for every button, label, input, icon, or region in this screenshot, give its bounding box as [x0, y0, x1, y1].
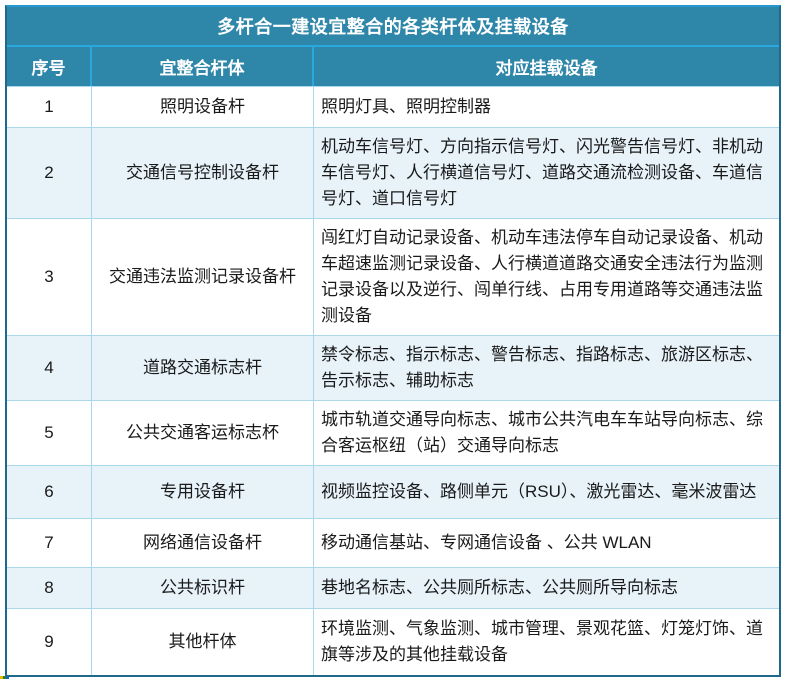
row-number-cell: 2 [7, 128, 92, 218]
pole-type-cell: 公共标识杆 [92, 568, 314, 608]
devices-cell: 移动通信基站、专网通信设备 、公共 WLAN [321, 533, 652, 552]
pole-type-cell: 网络通信设备杆 [92, 519, 314, 567]
devices-cell: 巷地名标志、公共厕所标志、公共厕所导向标志 [321, 578, 678, 597]
devices-cell: 闯红灯自动记录设备、机动车违法停车自动记录设备、机动车超速监测记录设备、人行横道… [321, 228, 763, 325]
page-corner-artifact [0, 676, 9, 679]
table-header-row: 序号 宜整合杆体 对应挂载设备 [7, 47, 779, 87]
row-number-cell: 3 [7, 219, 92, 335]
header-cell-index: 序号 [7, 47, 92, 86]
table-row: 8 公共标识杆 巷地名标志、公共厕所标志、公共厕所导向标志 [7, 568, 779, 609]
pole-type-cell: 其他杆体 [92, 609, 314, 675]
table-row: 6 专用设备杆 视频监控设备、路侧单元（RSU）、激光雷达、毫米波雷达 [7, 466, 779, 519]
artifact-blue-dot [6, 676, 9, 679]
row-number-cell: 5 [7, 401, 92, 465]
table-row: 5 公共交通客运标志杯 城市轨道交通导向标志、城市公共汽电车车站导向标志、综合客… [7, 401, 779, 466]
integration-table: 多杆合一建设宜整合的各类杆体及挂载设备 序号 宜整合杆体 对应挂载设备 1 照明… [5, 5, 781, 677]
row-number-cell: 1 [7, 87, 92, 127]
devices-cell: 环境监测、气象监测、城市管理、景观花篮、灯笼灯饰、道旗等涉及的其他挂载设备 [321, 619, 763, 664]
row-number-cell: 9 [7, 609, 92, 675]
pole-type-cell: 照明设备杆 [92, 87, 314, 127]
pole-type-cell: 专用设备杆 [92, 466, 314, 518]
row-number-cell: 8 [7, 568, 92, 608]
devices-cell: 城市轨道交通导向标志、城市公共汽电车车站导向标志、综合客运枢纽（站）交通导向标志 [321, 410, 763, 455]
pole-type-cell: 道路交通标志杆 [92, 336, 314, 400]
devices-cell: 照明灯具、照明控制器 [321, 97, 491, 116]
table-row: 3 交通违法监测记录设备杆 闯红灯自动记录设备、机动车违法停车自动记录设备、机动… [7, 219, 779, 336]
row-number-cell: 4 [7, 336, 92, 400]
table-title: 多杆合一建设宜整合的各类杆体及挂载设备 [7, 7, 779, 47]
header-cell-pole-type: 宜整合杆体 [92, 47, 314, 86]
table-row: 7 网络通信设备杆 移动通信基站、专网通信设备 、公共 WLAN [7, 519, 779, 568]
devices-cell: 视频监控设备、路侧单元（RSU）、激光雷达、毫米波雷达 [321, 482, 757, 501]
header-cell-devices: 对应挂载设备 [495, 59, 598, 78]
table-row: 4 道路交通标志杆 禁令标志、指示标志、警告标志、指路标志、旅游区标志、告示标志… [7, 336, 779, 401]
table-row: 9 其他杆体 环境监测、气象监测、城市管理、景观花篮、灯笼灯饰、道旗等涉及的其他… [7, 609, 779, 675]
row-number-cell: 7 [7, 519, 92, 567]
pole-type-cell: 交通信号控制设备杆 [92, 128, 314, 218]
table-row: 2 交通信号控制设备杆 机动车信号灯、方向指示信号灯、闪光警告信号灯、非机动车信… [7, 128, 779, 219]
row-number-cell: 6 [7, 466, 92, 518]
devices-cell: 机动车信号灯、方向指示信号灯、闪光警告信号灯、非机动车信号灯、人行横道信号灯、道… [321, 137, 763, 208]
table-row: 1 照明设备杆 照明灯具、照明控制器 [7, 87, 779, 128]
devices-cell: 禁令标志、指示标志、警告标志、指路标志、旅游区标志、告示标志、辅助标志 [321, 345, 763, 390]
pole-type-cell: 公共交通客运标志杯 [92, 401, 314, 465]
artifact-green-dot [3, 676, 6, 679]
pole-type-cell: 交通违法监测记录设备杆 [92, 219, 314, 335]
artifact-yellow-dot [0, 676, 3, 679]
